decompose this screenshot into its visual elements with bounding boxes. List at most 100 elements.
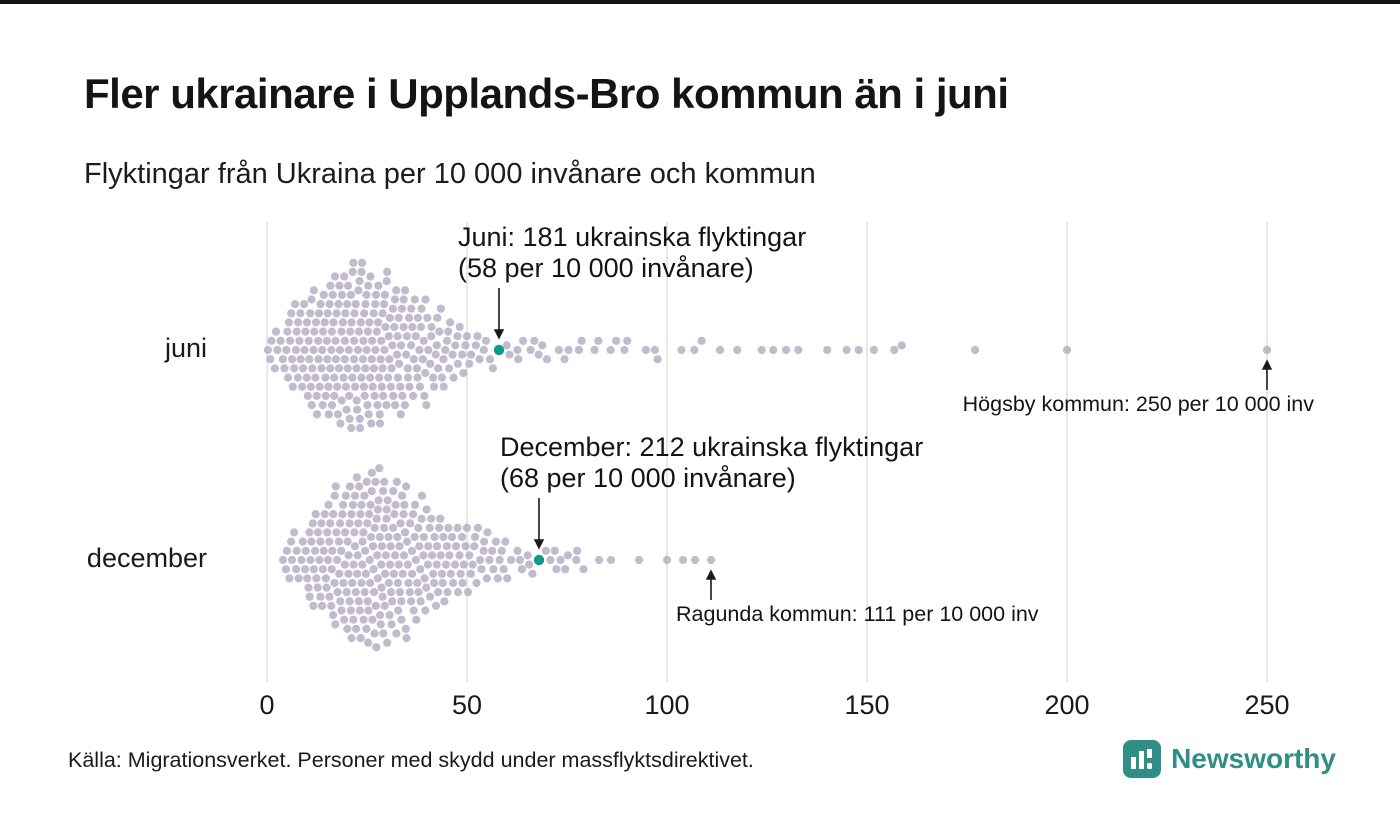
data-dot bbox=[330, 373, 339, 382]
data-dot bbox=[401, 286, 410, 295]
data-dot bbox=[368, 615, 377, 624]
data-dot bbox=[330, 491, 339, 500]
data-dot bbox=[372, 643, 381, 652]
data-dot bbox=[309, 601, 318, 611]
data-dot bbox=[357, 578, 366, 588]
annotation-december-line1: December: 212 ukrainska flyktingar bbox=[500, 432, 924, 462]
data-dot bbox=[612, 336, 621, 345]
data-dot bbox=[409, 509, 418, 519]
data-dot bbox=[403, 373, 413, 382]
data-dot bbox=[370, 523, 379, 533]
data-dot bbox=[336, 597, 345, 606]
data-dot bbox=[429, 382, 439, 391]
annotation-juni-line1: Juni: 181 ukrainska flyktingar bbox=[458, 222, 807, 252]
data-dot bbox=[572, 555, 581, 565]
data-dot bbox=[368, 542, 378, 551]
data-dot bbox=[475, 355, 484, 364]
data-dot bbox=[393, 578, 402, 588]
data-dot bbox=[352, 473, 361, 482]
data-dot bbox=[897, 341, 906, 350]
data-dot bbox=[329, 509, 338, 519]
data-dot bbox=[399, 295, 408, 304]
data-dot bbox=[365, 509, 374, 519]
data-dot bbox=[526, 345, 535, 355]
data-dot bbox=[282, 546, 291, 555]
data-dot bbox=[347, 509, 356, 519]
data-dot bbox=[430, 532, 439, 542]
data-dot bbox=[781, 345, 791, 355]
data-dot bbox=[413, 313, 422, 322]
data-dot bbox=[323, 355, 332, 364]
data-dot bbox=[653, 355, 662, 364]
data-dot bbox=[350, 528, 359, 537]
data-dot bbox=[333, 410, 343, 419]
data-dot bbox=[479, 345, 488, 355]
data-dot bbox=[384, 578, 393, 588]
data-dot bbox=[380, 477, 389, 486]
data-dot bbox=[323, 309, 332, 318]
data-dot bbox=[465, 551, 474, 560]
data-dot bbox=[307, 295, 316, 304]
data-dot bbox=[606, 555, 616, 565]
data-dot bbox=[394, 313, 403, 322]
data-dot bbox=[338, 318, 347, 327]
data-dot bbox=[381, 551, 390, 560]
data-dot bbox=[514, 355, 523, 364]
data-dot bbox=[423, 313, 432, 322]
data-dot bbox=[606, 345, 615, 355]
data-dot bbox=[465, 359, 474, 368]
data-dot bbox=[438, 578, 447, 588]
data-dot bbox=[366, 373, 375, 382]
data-dot bbox=[361, 546, 370, 555]
data-dot bbox=[324, 410, 333, 419]
data-dot bbox=[358, 355, 368, 364]
data-dot bbox=[407, 597, 416, 606]
data-dot bbox=[528, 569, 537, 578]
data-dot bbox=[305, 592, 314, 601]
data-dot bbox=[427, 322, 436, 332]
data-dot bbox=[374, 318, 383, 327]
data-dot bbox=[401, 528, 410, 537]
data-dot bbox=[307, 537, 316, 546]
data-dot bbox=[662, 555, 672, 565]
source-note: Källa: Migrationsverket. Personer med sk… bbox=[68, 748, 754, 772]
data-dot bbox=[400, 401, 409, 410]
swarm-row-december bbox=[278, 464, 717, 652]
data-dot bbox=[271, 327, 281, 336]
data-dot bbox=[399, 509, 408, 519]
data-dot bbox=[345, 519, 354, 528]
data-dot bbox=[405, 382, 414, 391]
data-dot bbox=[352, 364, 361, 373]
data-dot bbox=[410, 532, 419, 542]
data-dot bbox=[296, 355, 305, 364]
data-dot bbox=[348, 267, 357, 276]
data-dot bbox=[327, 345, 336, 355]
data-dot bbox=[356, 318, 365, 327]
data-dot bbox=[432, 341, 441, 350]
data-dot bbox=[286, 336, 295, 345]
data-dot bbox=[382, 514, 391, 523]
data-dot bbox=[416, 597, 425, 606]
data-dot bbox=[401, 624, 410, 634]
data-dot bbox=[356, 509, 365, 519]
data-dot bbox=[356, 634, 365, 643]
data-dot bbox=[574, 345, 584, 355]
data-dot bbox=[541, 546, 551, 555]
data-dot bbox=[353, 345, 363, 355]
data-dot bbox=[435, 327, 444, 336]
data-dot bbox=[502, 341, 511, 350]
data-dot bbox=[333, 588, 342, 597]
data-dot bbox=[530, 336, 539, 345]
data-dot bbox=[398, 391, 407, 400]
data-dot bbox=[302, 318, 312, 327]
data-dot bbox=[419, 551, 428, 560]
data-dot bbox=[437, 373, 446, 382]
data-dot bbox=[408, 322, 417, 332]
data-dot bbox=[273, 345, 282, 355]
data-dot bbox=[1062, 345, 1072, 355]
data-dot bbox=[415, 345, 424, 355]
data-dot bbox=[340, 615, 349, 624]
data-dot bbox=[399, 551, 409, 560]
data-dot bbox=[384, 332, 393, 341]
data-dot bbox=[379, 629, 388, 638]
